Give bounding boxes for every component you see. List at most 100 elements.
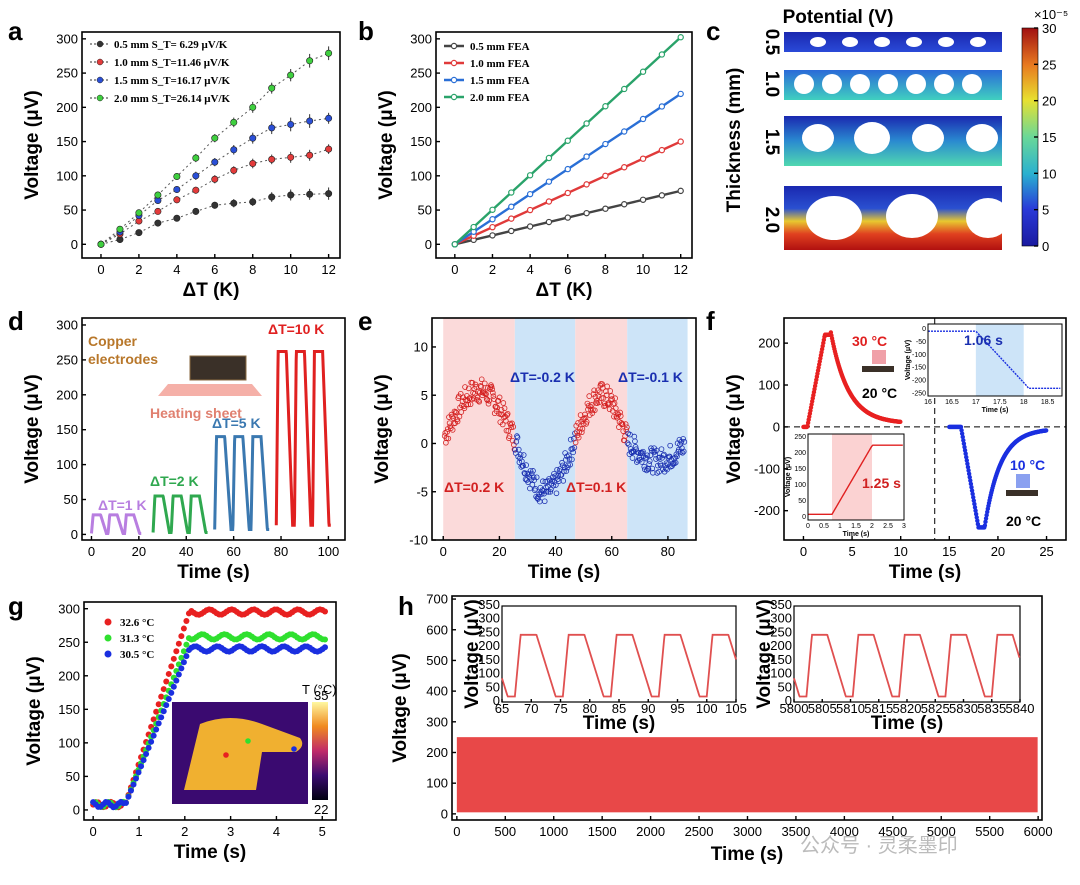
e-frame (431, 317, 697, 541)
e-point (510, 424, 517, 430)
g-hand-shape (184, 718, 303, 790)
f-cold-label: 10 °C (1010, 457, 1045, 473)
f-base-label-bottom: 20 °C (1006, 513, 1041, 529)
panel-h-chart: 0 500 1000 1500 2000 2500 3000 3500 4000 4500 5000… (390, 592, 1053, 865)
h-xtick-label: 3000 (733, 824, 762, 839)
f-ylabel: Voltage (μV) (724, 374, 745, 483)
b-point (489, 232, 496, 239)
f-inset-rise-ytick-label: 150 (794, 466, 806, 473)
h-inset-right-xtick-label: 5840 (1006, 701, 1035, 716)
f-hot-label: 30 °C (852, 333, 887, 349)
f-inset-rise-ytick-label: 250 (794, 434, 806, 441)
f-cold-point (960, 434, 965, 440)
b-point (545, 198, 553, 205)
e-point (645, 466, 652, 472)
d-segment-label-1: ΔT=2 K (150, 473, 199, 489)
b-xtick-label: 4 (527, 262, 534, 277)
h-xtick-label: 6000 (1024, 824, 1053, 839)
h-inset-left-xtick-label: 95 (670, 701, 684, 716)
h-inset-left-ytick-label: 100 (478, 666, 500, 681)
h-inset-left-xtick-label: 100 (696, 701, 718, 716)
f-inset-rise-line (808, 444, 903, 515)
h-inset-right-xtick-label: 5800 (780, 701, 809, 716)
e-point (651, 449, 658, 455)
f-xtick-label: 20 (991, 544, 1005, 559)
a-ytick-label: 250 (56, 66, 78, 81)
f-inset-rise-ytick-label: 100 (794, 482, 806, 489)
e-point (671, 460, 678, 467)
g-xtick-label: 2 (181, 824, 188, 839)
g-point (178, 633, 185, 640)
h-inset-left-frame (501, 605, 737, 703)
e-point (629, 455, 636, 461)
b-point (639, 68, 647, 75)
e-point (575, 434, 582, 441)
e-point (611, 413, 617, 420)
g-xtick-label: 3 (227, 824, 234, 839)
d-inset-label-electrodes: Copper (88, 333, 138, 349)
a-point (306, 151, 314, 159)
e-point (606, 406, 613, 413)
a-ytick-label: 50 (64, 203, 78, 218)
e-point (449, 413, 455, 420)
b-point (677, 187, 684, 195)
e-point (503, 417, 509, 424)
a-point (211, 175, 219, 183)
a-point (116, 225, 124, 233)
e-point (465, 401, 471, 408)
e-point (520, 452, 527, 458)
f-cold-point (967, 474, 972, 480)
a-frame (81, 31, 341, 259)
e-point (444, 429, 450, 435)
panel-c-row-label-1: 1.0 (761, 71, 782, 97)
b-point (489, 216, 496, 223)
b-point (677, 34, 684, 41)
e-point (522, 470, 528, 477)
b-ytick-label: 0 (425, 237, 432, 252)
e-point (590, 391, 597, 397)
e-point (663, 460, 670, 466)
g-legend-label: 30.5 °C (120, 649, 154, 661)
g-legend-label: 32.6 °C (120, 617, 154, 629)
watermark: 公众号 · 灵柔墨印 (800, 834, 958, 857)
e-band-label-1: ΔT=-0.2 K (510, 369, 575, 385)
h-ytick-label: 700 (426, 592, 448, 607)
e-point (472, 381, 479, 388)
h-inset-left-ytick-label: 350 (478, 597, 500, 612)
h-inset-right-ytick-label: 150 (770, 652, 792, 667)
a-xtick-label: 8 (249, 262, 256, 277)
a-xtick-label: 6 (211, 262, 218, 277)
e-xtick-label: 0 (440, 544, 447, 559)
e-point (448, 425, 454, 432)
b-ytick-label: 50 (418, 203, 432, 218)
e-point (604, 383, 610, 390)
e-ytick-label: 0 (421, 436, 428, 451)
b-point (564, 214, 571, 221)
g-legend-marker (104, 634, 112, 642)
b-ytick-label: 250 (410, 66, 432, 81)
e-point (478, 376, 485, 383)
e-band-1 (514, 318, 576, 540)
e-point (505, 428, 512, 434)
b-point (526, 172, 534, 179)
e-point (478, 384, 484, 390)
g-point (168, 689, 175, 696)
d-segment-label-2: ΔT=5 K (212, 415, 261, 431)
f-cold-point (973, 511, 979, 517)
g-point (138, 763, 145, 770)
d-ylabel: Voltage (μV) (22, 374, 43, 483)
g-point (165, 695, 172, 702)
b-point (451, 241, 459, 248)
g-point (322, 608, 329, 615)
e-point (509, 420, 515, 427)
b-point (658, 146, 666, 154)
a-point (211, 201, 219, 209)
a-legend-marker (96, 94, 104, 102)
b-legend-marker (450, 42, 458, 50)
g-point (175, 671, 182, 678)
h-xtick-label: 4000 (830, 824, 859, 839)
a-point (325, 114, 333, 122)
a-ytick-label: 200 (56, 100, 78, 115)
